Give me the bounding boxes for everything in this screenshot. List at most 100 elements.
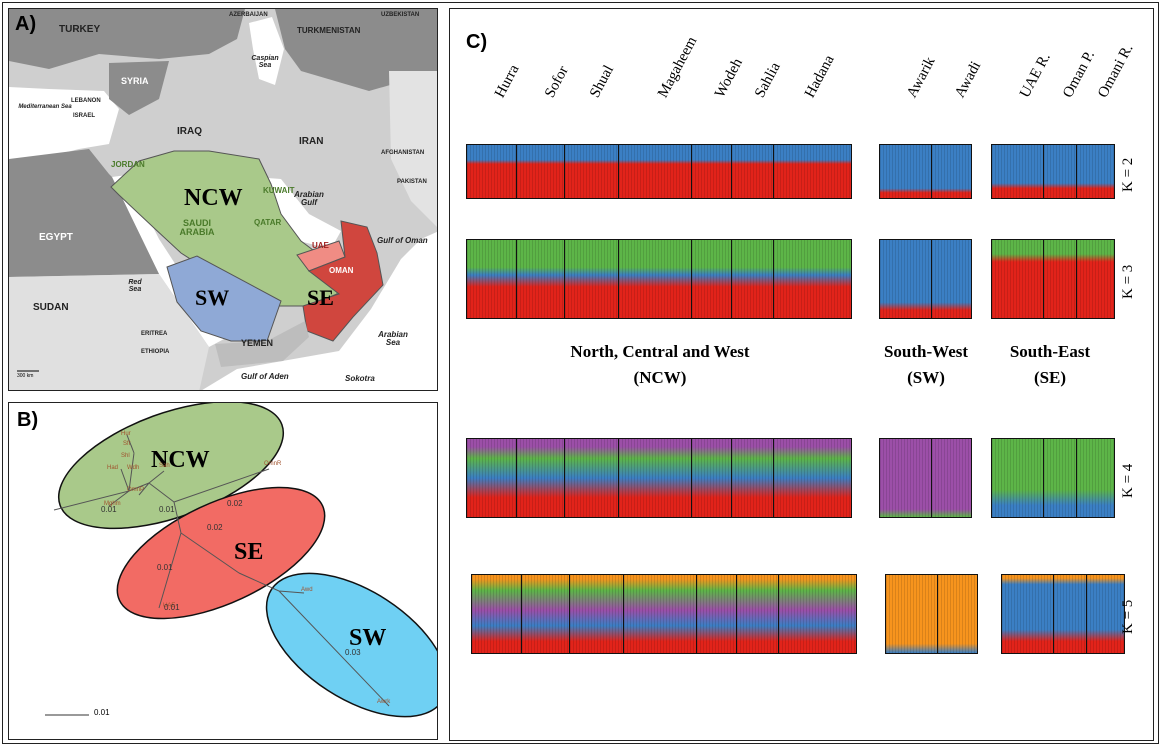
k-label: K = 5 [1120,599,1136,634]
tip-label: Shl [121,453,130,459]
structure-block [773,239,852,319]
structure-block [516,144,565,199]
group-abbr: (NCW) [633,368,687,387]
panel-label: B) [17,409,39,431]
map-label: Caspian Sea [251,55,279,70]
population-label: Hadana [802,52,838,101]
map-label: YEMEN [241,338,274,348]
region-se [302,220,384,342]
cluster-se [116,486,326,620]
group-abbr: (SW) [907,368,945,387]
map-label: EGYPT [39,232,73,243]
structure-block [618,144,692,199]
map-label: ISRAEL [73,113,96,119]
structure-block [736,574,779,654]
tip-label: Had [107,465,119,471]
structure-block [991,239,1044,319]
map-label: ERITREA [141,331,168,337]
structure-block [691,438,732,518]
population-label: Sofor [542,63,572,101]
map-label: TURKMENISTAN [297,26,361,35]
structure-block [1076,438,1115,518]
panel-label: C) [466,31,488,53]
structure-block [623,574,697,654]
scale-label: 300 km [17,373,34,379]
sea [249,17,284,85]
population-label: Sahlia [752,59,784,101]
region-label: NCW [184,185,243,211]
structure-block [1001,574,1054,654]
panel-label: A) [15,13,37,35]
structure-block [1043,438,1077,518]
map-label: Red Sea [128,279,142,294]
structure-block [937,574,978,654]
group-abbr: (SE) [1033,368,1067,387]
tip-label: Wdh [127,465,140,471]
structure-block [991,144,1044,199]
sea [254,177,341,249]
tree [45,403,437,718]
population-label: Shual [587,62,618,101]
map-label: SAUDI ARABIA [179,218,215,238]
map-label: KUWAIT [263,186,295,195]
map-label: Arabian Gulf [294,190,324,208]
map-label: QATAR [254,218,282,227]
map-label: AFGHANISTAN [381,150,425,156]
map-label: PAKISTAN [397,179,427,185]
structure-block [1076,239,1115,319]
structure-block [691,144,732,199]
tip-label: Awrk [377,699,391,705]
sea [202,231,437,390]
k-label: K = 4 [1120,463,1136,498]
structure-block [1043,144,1077,199]
structure-block [466,239,517,319]
map-label: SUDAN [33,302,69,313]
tip-label: Hur [121,431,131,437]
map-label: Gulf of Oman [377,236,428,245]
region-label: SW [195,285,230,310]
map-label: Gulf of Aden [241,372,289,381]
structure-block [991,438,1044,518]
population-label: Omani R. [1095,41,1137,101]
map-label: Arabian Sea [378,330,408,348]
structure-block [773,144,852,199]
structure-block [569,574,624,654]
branch-label: 0.01 [101,505,117,514]
structure-block [564,239,619,319]
population-label: Oman P. [1060,48,1098,101]
structure-block [466,438,517,518]
branch-label: 0.02 [227,499,243,508]
structure-block [564,438,619,518]
structure-block [931,144,972,199]
tip-label: Mghm [104,501,121,507]
tip-label: Awd [301,587,313,593]
region-sw [166,255,282,342]
structure-block [731,239,774,319]
cluster-sw [265,572,437,718]
map-label: UZBEKISTAN [381,12,420,18]
tip-label: Sah [159,463,170,469]
structure-block [618,239,692,319]
structure-block [931,438,972,518]
structure-block [778,574,857,654]
branch-label: 0.02 [207,523,223,532]
tip-label: OmnR [264,461,282,467]
structure-block [696,574,737,654]
tree-branches [53,434,390,707]
structure-block [931,239,972,319]
sea [9,87,119,159]
population-label: Magaheem [655,34,701,101]
tip-label: UAE [163,603,176,609]
structure-block [773,438,852,518]
map-label: ETHIOPIA [141,349,170,355]
country [215,321,309,367]
structure-block [618,438,692,518]
branch-label: 0.01 [157,563,173,572]
structure-block [731,438,774,518]
structure-block [879,438,932,518]
map-label: TURKEY [59,24,101,35]
cluster-label: SE [234,539,264,565]
group-name: South-West [883,342,969,361]
scale-label: 0.01 [94,708,110,717]
